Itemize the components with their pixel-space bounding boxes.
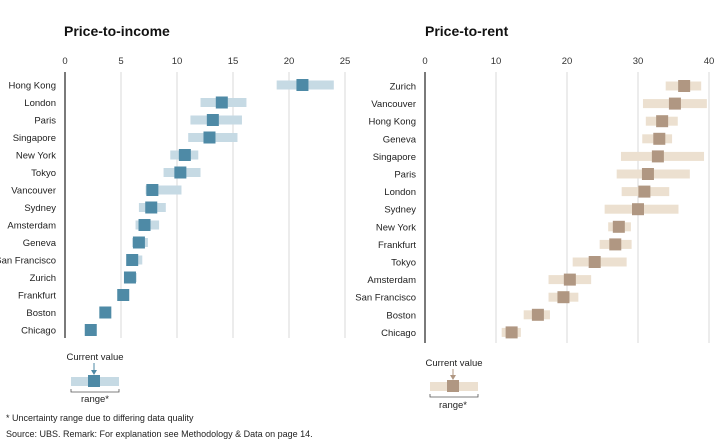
current-value-marker: [206, 114, 219, 126]
city-label: Hong Kong: [368, 117, 416, 128]
city-label: San Francisco: [0, 256, 56, 267]
legend-arrow-icon: [450, 375, 456, 380]
x-tick-label: 20: [562, 56, 573, 67]
current-value-marker: [632, 203, 644, 216]
current-value-marker: [296, 79, 309, 91]
legend-range-bracket: [70, 389, 120, 393]
current-value-marker: [678, 80, 691, 92]
current-value-marker: [203, 131, 216, 144]
price-to-rent-legend: Current value range*: [425, 358, 482, 411]
city-label: Tokyo: [391, 258, 416, 269]
city-label: Amsterdam: [367, 275, 416, 286]
city-label: Sydney: [24, 203, 56, 214]
current-value-marker: [668, 97, 681, 110]
x-tick-label: 15: [228, 56, 239, 67]
city-label: Vancouver: [11, 186, 56, 197]
legend-range-label: range*: [81, 394, 109, 405]
city-label: New York: [376, 222, 416, 233]
current-value-marker: [215, 96, 228, 109]
city-label: Vancouver: [371, 99, 416, 110]
legend-range-label: range*: [439, 400, 467, 411]
legend-current-marker: [88, 375, 100, 387]
current-value-marker: [84, 324, 97, 336]
x-tick-label: 5: [118, 56, 123, 67]
current-value-marker: [531, 308, 544, 321]
current-value-marker: [656, 115, 669, 128]
x-tick-label: 0: [422, 56, 427, 67]
current-value-marker: [563, 273, 576, 286]
city-label: Sydney: [384, 205, 416, 216]
price-to-income-title: Price-to-income: [64, 23, 170, 39]
city-label: Frankfurt: [18, 291, 56, 302]
city-label: Paris: [394, 170, 416, 181]
city-label: Hong Kong: [8, 81, 56, 92]
city-label: New York: [16, 151, 56, 162]
city-label: London: [24, 98, 56, 109]
price-to-income-legend: Current value range*: [66, 352, 123, 405]
x-tick-label: 10: [172, 56, 183, 67]
city-label: London: [384, 187, 416, 198]
price-to-rent-title: Price-to-rent: [425, 23, 509, 39]
city-label: Geneva: [383, 134, 417, 145]
current-value-marker: [123, 271, 136, 284]
current-value-marker: [126, 254, 139, 266]
x-tick-label: 10: [491, 56, 502, 67]
city-label: Chicago: [381, 328, 416, 339]
current-value-marker: [505, 326, 518, 339]
legend-current-value-label: Current value: [66, 352, 123, 363]
current-value-marker: [653, 132, 666, 145]
x-tick-label: 20: [284, 56, 295, 67]
uncertainty-range-bar: [145, 185, 182, 195]
legend-current-value-label: Current value: [425, 358, 482, 369]
current-value-marker: [138, 219, 151, 231]
current-value-marker: [146, 184, 159, 196]
x-tick-label: 0: [62, 56, 67, 67]
current-value-marker: [145, 201, 158, 214]
current-value-marker: [117, 289, 130, 301]
price-to-income-panel: Price-to-income 0 5 10 15 20 25 Hong Kong Londo…: [0, 23, 350, 338]
legend-range-bracket: [429, 394, 479, 398]
city-label: Tokyo: [31, 168, 56, 179]
legend-arrow-icon: [91, 370, 97, 375]
footnote-uncertainty: * Uncertainty range due to differing dat…: [6, 413, 194, 423]
current-value-marker: [557, 291, 570, 304]
current-value-marker: [132, 236, 145, 249]
current-value-marker: [99, 306, 112, 319]
current-value-marker: [609, 238, 622, 251]
city-label: Frankfurt: [378, 240, 416, 251]
city-label: Boston: [386, 310, 416, 321]
city-label: Geneva: [23, 238, 57, 249]
price-to-rent-panel: Price-to-rent 0 10 20 30 40 Zurich Vancouver Ho…: [355, 23, 714, 343]
x-tick-label: 25: [340, 56, 351, 67]
current-value-marker: [174, 166, 187, 179]
city-label: Zurich: [30, 273, 56, 284]
x-tick-label: 40: [704, 56, 715, 67]
legend-current-marker: [447, 380, 459, 392]
city-label: Amsterdam: [7, 221, 56, 232]
city-label: Singapore: [13, 133, 56, 144]
current-value-marker: [638, 185, 651, 198]
current-value-marker: [178, 149, 191, 161]
current-value-marker: [651, 150, 664, 163]
footnote-source: Source: UBS. Remark: For explanation see…: [6, 429, 313, 439]
city-label: Zurich: [390, 82, 416, 93]
current-value-marker: [588, 256, 601, 268]
city-label: Chicago: [21, 326, 56, 337]
city-label: San Francisco: [355, 293, 416, 304]
city-label: Paris: [34, 116, 56, 127]
current-value-marker: [612, 220, 625, 233]
city-label: Boston: [26, 308, 56, 319]
current-value-marker: [641, 168, 654, 180]
x-tick-label: 30: [633, 56, 644, 67]
city-label: Singapore: [373, 152, 416, 163]
